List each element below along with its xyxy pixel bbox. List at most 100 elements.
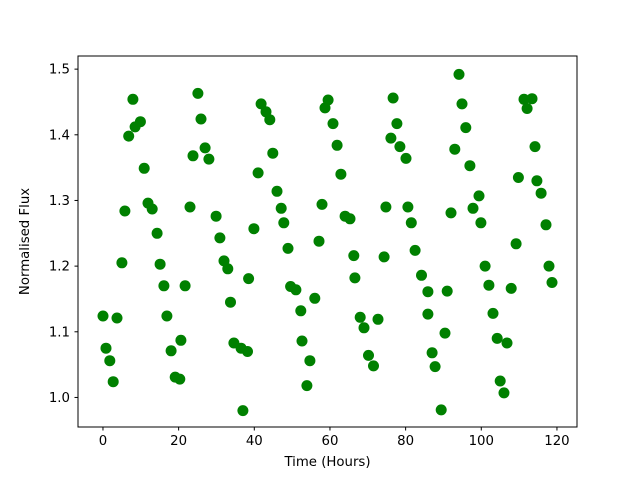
- data-point: [174, 373, 186, 385]
- data-point: [242, 346, 253, 357]
- data-point: [187, 150, 199, 162]
- data-point: [327, 118, 339, 130]
- data-point: [510, 238, 522, 250]
- data-point: [304, 355, 316, 367]
- data-point: [184, 201, 196, 213]
- data-point: [134, 116, 146, 128]
- data-point: [203, 153, 215, 165]
- data-point: [158, 280, 170, 292]
- y-tick-label: 1.1: [49, 325, 70, 340]
- data-point: [426, 347, 438, 359]
- data-point: [385, 132, 397, 144]
- data-point: [491, 332, 503, 344]
- plot-area-border: [77, 55, 578, 428]
- data-point: [387, 92, 399, 104]
- data-point: [123, 130, 135, 142]
- data-point: [154, 258, 166, 270]
- data-point: [439, 327, 451, 339]
- data-point: [464, 160, 476, 172]
- data-point: [301, 380, 313, 392]
- data-point: [445, 207, 457, 219]
- data-point: [199, 142, 211, 154]
- data-point: [290, 284, 302, 296]
- data-point: [165, 345, 177, 357]
- data-point: [278, 217, 290, 229]
- data-point: [521, 103, 533, 114]
- x-axis-ticks: 0 20 40 60 80 100 120: [99, 427, 570, 449]
- x-tick-label: 120: [544, 434, 569, 449]
- y-tick-label: 1.2: [49, 260, 70, 275]
- data-point: [175, 334, 187, 346]
- data-point: [422, 308, 434, 320]
- data-point: [467, 202, 479, 214]
- data-point: [111, 312, 123, 324]
- data-point: [222, 263, 234, 275]
- data-point: [237, 405, 249, 417]
- data-point: [498, 387, 510, 399]
- y-axis-ticks: 1.0 1.1 1.2 1.3 1.4 1.5: [49, 63, 78, 406]
- data-point: [460, 122, 472, 134]
- data-point: [422, 286, 434, 298]
- data-point: [100, 342, 112, 354]
- data-point: [296, 335, 308, 347]
- data-point: [479, 260, 491, 272]
- data-point: [319, 102, 331, 114]
- data-point: [210, 210, 222, 222]
- data-point: [104, 355, 116, 367]
- data-point: [344, 213, 356, 225]
- x-tick-label: 80: [397, 434, 414, 449]
- data-point: [107, 376, 119, 388]
- data-point: [435, 404, 447, 416]
- data-point: [429, 361, 441, 373]
- data-point: [252, 167, 264, 179]
- data-point: [475, 217, 487, 229]
- data-point: [518, 93, 530, 105]
- data-point: [531, 175, 543, 187]
- y-axis-label: Normalised Flux: [18, 188, 33, 295]
- data-point: [225, 296, 236, 308]
- x-tick-label: 40: [246, 434, 263, 449]
- data-point: [271, 185, 283, 197]
- data-point: [127, 93, 139, 105]
- data-point: [248, 223, 260, 235]
- data-point: [264, 114, 276, 126]
- data-point: [192, 87, 204, 99]
- data-point: [161, 310, 173, 322]
- data-point: [483, 279, 495, 291]
- data-point: [316, 198, 328, 210]
- data-point: [214, 232, 226, 244]
- data-point: [394, 141, 406, 153]
- data-point: [282, 242, 294, 254]
- data-point: [501, 337, 513, 349]
- data-point: [195, 113, 207, 125]
- data-point: [543, 260, 555, 272]
- data-point: [97, 310, 109, 322]
- data-point: [348, 250, 360, 262]
- x-tick-label: 0: [99, 434, 107, 449]
- data-point: [535, 187, 547, 199]
- data-points: [97, 68, 558, 417]
- data-point: [354, 311, 366, 323]
- data-point: [505, 282, 517, 294]
- data-point: [116, 257, 128, 269]
- y-tick-label: 1.0: [49, 391, 70, 406]
- data-point: [405, 217, 417, 229]
- data-point: [313, 235, 325, 247]
- data-point: [349, 272, 361, 284]
- data-point: [119, 205, 131, 217]
- data-point: [331, 139, 343, 151]
- y-tick-label: 1.3: [49, 194, 70, 209]
- data-point: [179, 280, 191, 292]
- data-point: [243, 273, 255, 285]
- data-point: [487, 307, 499, 319]
- data-point: [138, 162, 150, 174]
- data-point: [372, 313, 384, 325]
- data-point: [453, 68, 465, 80]
- data-point: [409, 244, 421, 256]
- data-point: [309, 292, 321, 304]
- data-point: [529, 141, 541, 153]
- data-point: [391, 118, 403, 130]
- x-tick-label: 20: [170, 434, 187, 449]
